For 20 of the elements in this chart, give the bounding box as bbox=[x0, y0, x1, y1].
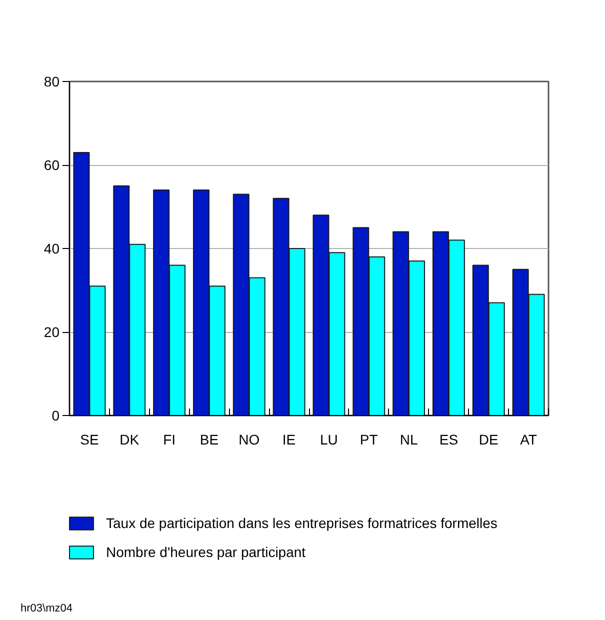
x-tick-label: AT bbox=[520, 432, 538, 448]
y-tick-label: 20 bbox=[44, 324, 60, 340]
x-tick-label: BE bbox=[200, 432, 219, 448]
x-tick-label: LU bbox=[320, 432, 338, 448]
y-tick-label: 60 bbox=[44, 157, 60, 173]
x-tick-label: DK bbox=[120, 432, 140, 448]
x-tick-label: FI bbox=[163, 432, 176, 448]
x-tick-label: DE bbox=[478, 432, 498, 448]
y-tick-label: 40 bbox=[44, 240, 60, 256]
x-tick-label: NL bbox=[400, 432, 418, 448]
text: hr03\mz04 bbox=[20, 602, 72, 614]
y-tick-label: 80 bbox=[44, 74, 60, 90]
legend-label: Taux de participation dans les entreprises formatrices formelles bbox=[106, 515, 498, 531]
x-tick-label: IE bbox=[282, 432, 296, 448]
legend-label: Nombre d'heures par participant bbox=[106, 544, 306, 560]
y-tick-label: 0 bbox=[52, 408, 60, 424]
x-tick-label: PT bbox=[360, 432, 378, 448]
x-tick-label: NO bbox=[238, 432, 260, 448]
x-tick-label: SE bbox=[80, 432, 99, 448]
x-tick-label: ES bbox=[439, 432, 458, 448]
